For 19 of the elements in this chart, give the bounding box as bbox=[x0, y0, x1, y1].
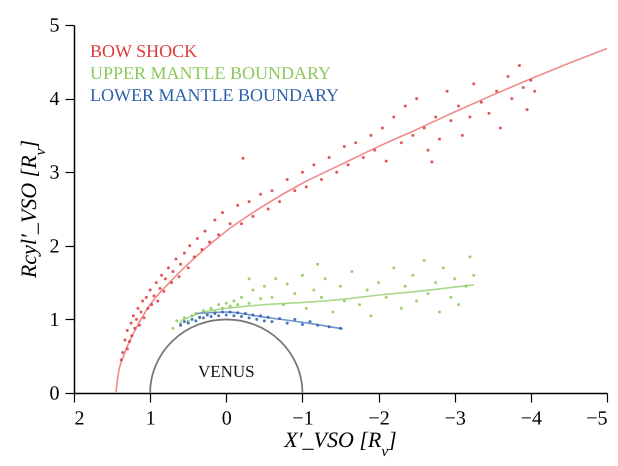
annotation: VENUS bbox=[198, 362, 255, 381]
x-tick-label: 0 bbox=[222, 408, 232, 430]
y-tick-label: 5 bbox=[50, 14, 60, 36]
text: BOW SHOCK bbox=[90, 41, 198, 61]
x-tick-label: −3 bbox=[444, 408, 466, 430]
y-tick-label: 4 bbox=[50, 88, 60, 110]
x-tick-label: 1 bbox=[146, 408, 156, 430]
x-tick-label: −4 bbox=[520, 408, 542, 430]
y-tick-label: 2 bbox=[50, 235, 60, 258]
y-tick-label: 1 bbox=[50, 308, 60, 331]
x-tick-label: −5 bbox=[586, 408, 608, 430]
x-axis-title: X′_VSO [R$_{v}$] bbox=[283, 427, 397, 460]
x-tick-label: 2 bbox=[74, 408, 84, 430]
y-tick-label: 3 bbox=[50, 162, 60, 184]
y-tick-label: 0 bbox=[50, 382, 60, 404]
x-tick-label: −1 bbox=[292, 408, 314, 430]
x-tick-label: −2 bbox=[368, 408, 390, 430]
text: LOWER MANTLE BOUNDARY bbox=[90, 85, 339, 105]
text: UPPER MANTLE BOUNDARY bbox=[90, 63, 332, 83]
